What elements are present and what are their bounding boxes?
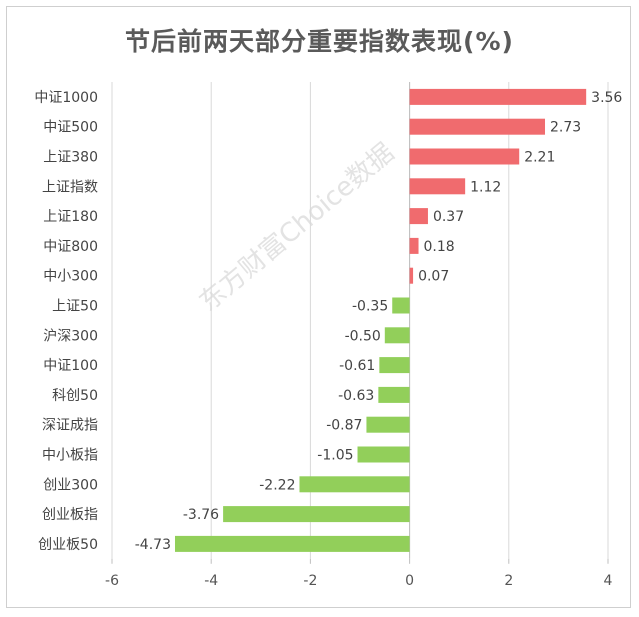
bar — [223, 506, 410, 523]
category-label: 中证1000 — [34, 90, 98, 106]
value-labels: 3.56 2.73 2.21 1.12 0.37 0.18 0.07 -0.35 -0.50 -0… — [135, 90, 623, 553]
value-label: 0.37 — [433, 209, 464, 225]
bar — [409, 237, 419, 254]
value-label: -0.35 — [352, 299, 388, 315]
bar — [409, 208, 428, 225]
bar — [409, 118, 546, 135]
x-tick-label: 4 — [604, 573, 613, 589]
value-label: -0.87 — [326, 418, 362, 434]
value-label: -2.22 — [259, 477, 295, 493]
category-label: 创业300 — [43, 477, 98, 493]
category-label: 科创50 — [52, 388, 98, 404]
bar — [357, 446, 410, 463]
value-label: -4.73 — [135, 537, 171, 553]
bar — [409, 267, 414, 284]
value-label: 0.07 — [418, 269, 449, 285]
value-label: 0.18 — [424, 239, 455, 255]
category-label: 中证100 — [43, 358, 98, 374]
bar — [379, 357, 410, 374]
category-label: 中证800 — [43, 239, 98, 255]
category-label: 沪深300 — [43, 328, 98, 344]
value-label: 2.73 — [550, 120, 581, 136]
category-label: 上证指数 — [42, 179, 98, 195]
value-label: -0.63 — [338, 388, 374, 404]
value-label: 2.21 — [524, 150, 555, 166]
bar — [392, 297, 410, 314]
x-axis-ticks: -6 -4 -2 0 2 4 — [105, 558, 613, 589]
value-label: 1.12 — [470, 179, 501, 195]
chart-title: 节后前两天部分重要指数表现(%) — [125, 27, 514, 56]
value-label: -1.05 — [317, 448, 353, 464]
x-tick-label: -2 — [303, 573, 317, 589]
bar — [409, 178, 466, 195]
bar — [366, 416, 410, 433]
value-label: -0.61 — [339, 358, 375, 374]
value-label: -3.76 — [183, 507, 219, 523]
bar — [384, 327, 410, 344]
category-label: 中小300 — [43, 269, 98, 285]
category-label: 中证500 — [43, 120, 98, 136]
category-label: 深证成指 — [42, 418, 98, 434]
x-tick-label: 0 — [405, 573, 414, 589]
bar — [409, 88, 587, 105]
category-label: 创业板50 — [38, 537, 98, 553]
x-tick-label: -4 — [204, 573, 218, 589]
bar — [174, 535, 410, 552]
bars — [174, 88, 587, 552]
category-label: 上证50 — [52, 299, 98, 315]
bar — [409, 148, 520, 165]
x-tick-label: -6 — [105, 573, 119, 589]
bar — [299, 476, 410, 493]
bar — [378, 386, 410, 403]
category-label: 中小板指 — [42, 448, 98, 464]
x-tick-label: 2 — [504, 573, 513, 589]
category-label: 创业板指 — [42, 507, 98, 523]
category-label: 上证180 — [43, 209, 98, 225]
value-label: -0.50 — [345, 328, 381, 344]
category-label: 上证380 — [43, 150, 98, 166]
value-label: 3.56 — [591, 90, 622, 106]
